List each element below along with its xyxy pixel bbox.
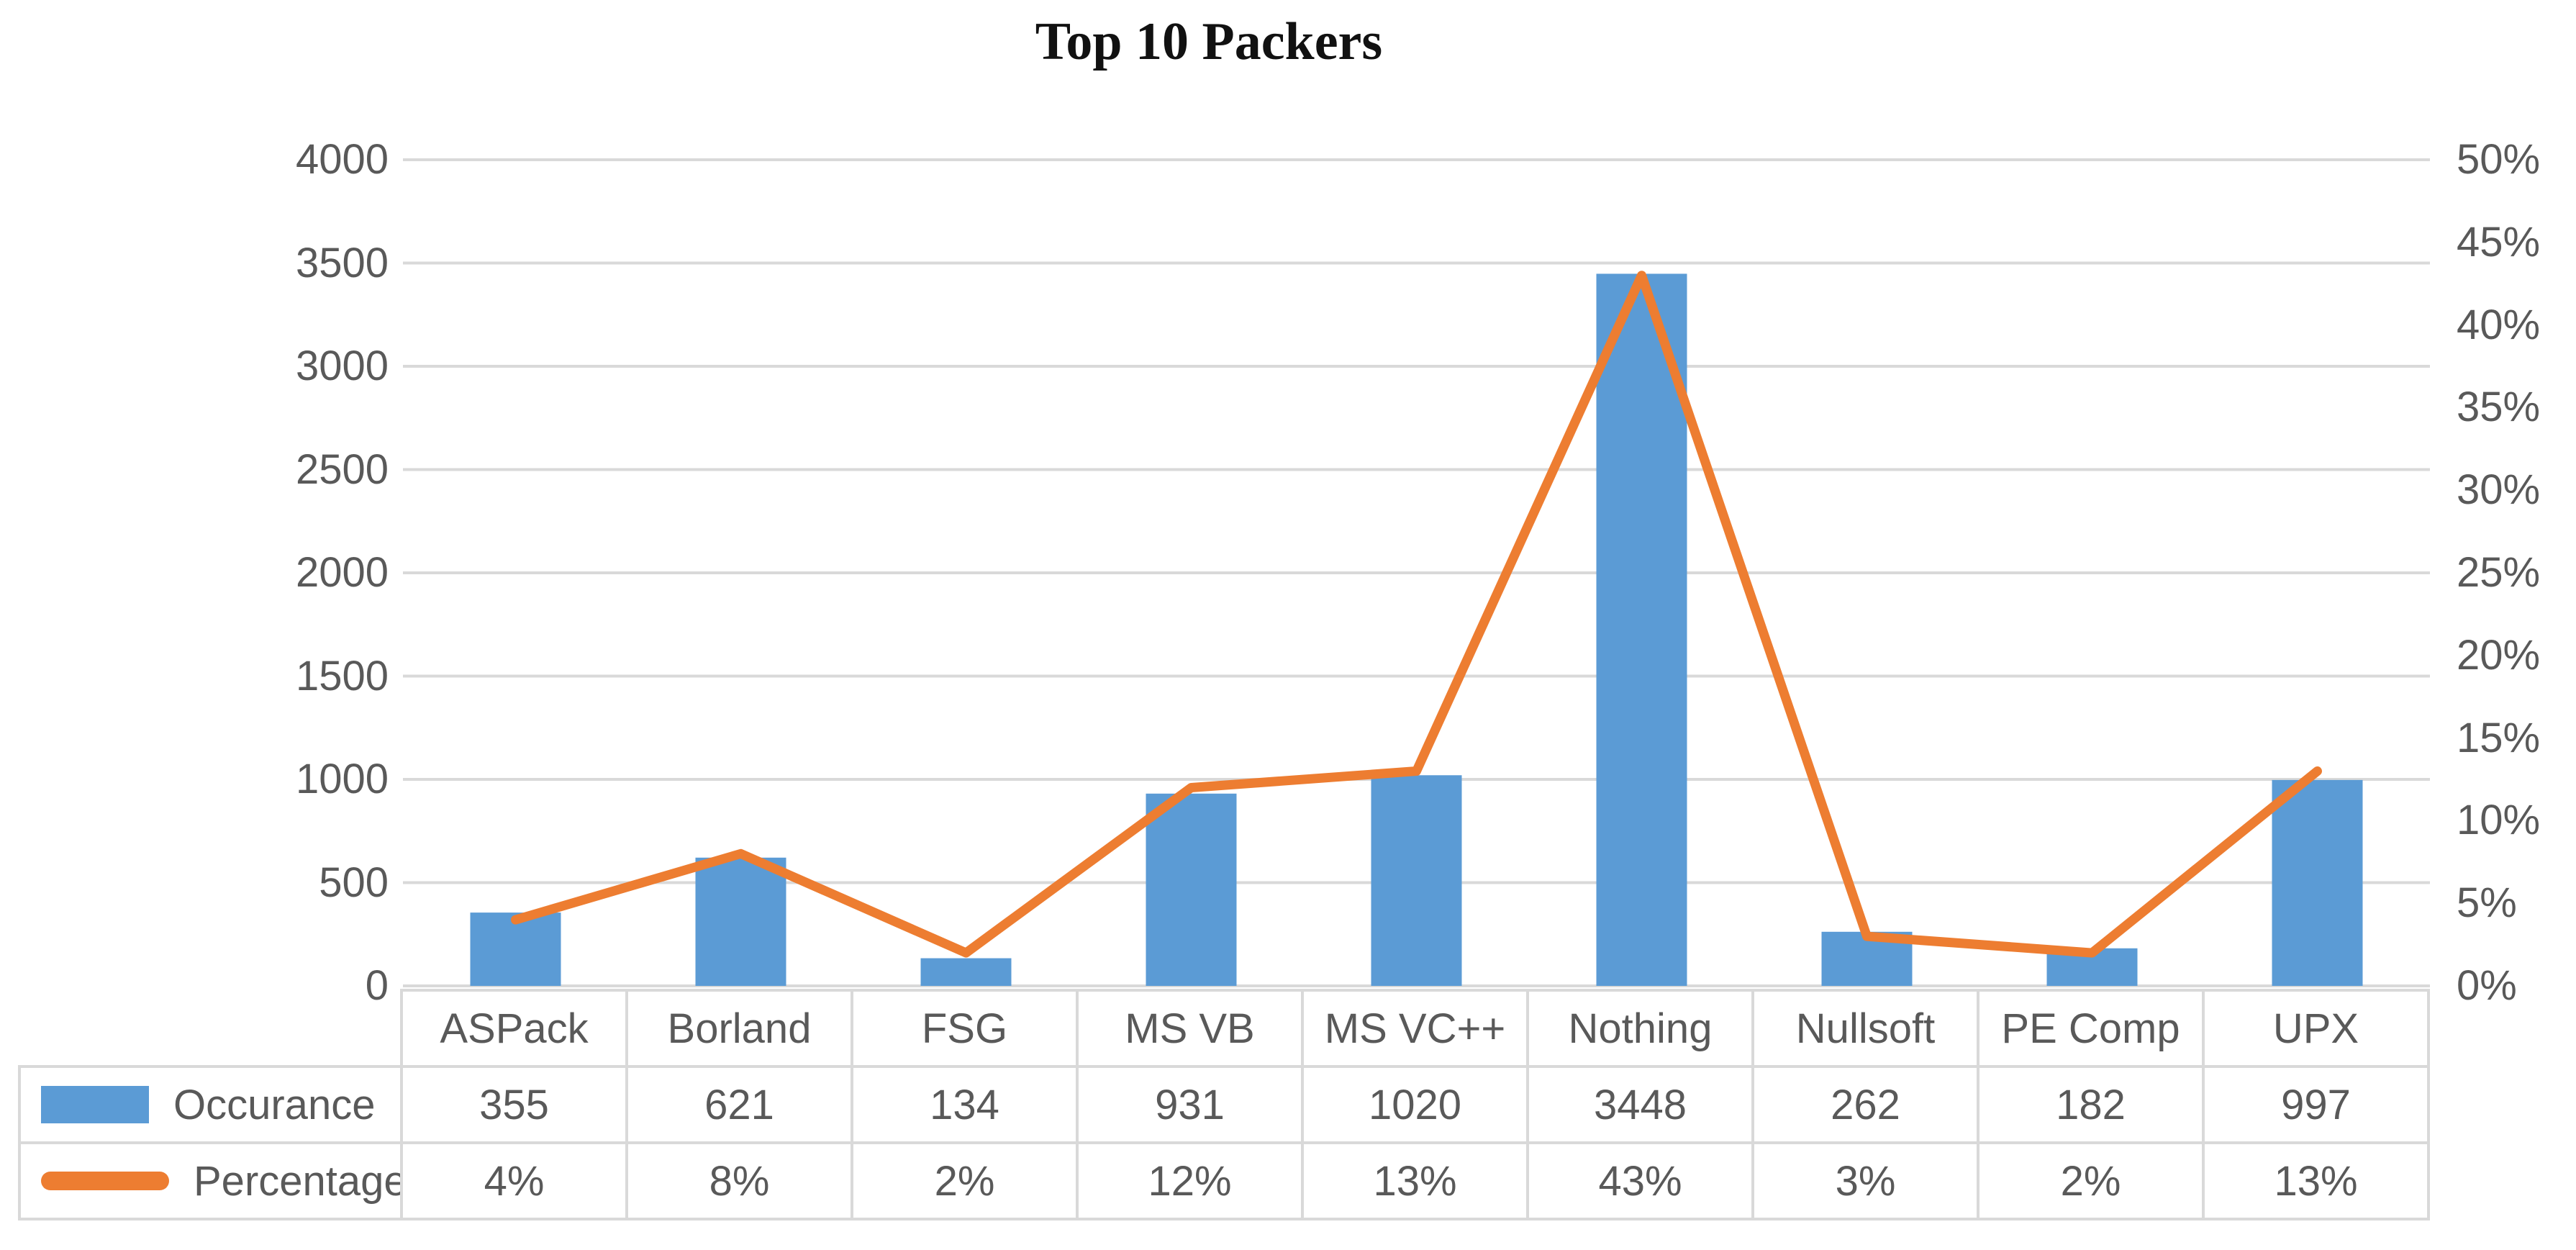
- legend-label-Occurance: Occurance: [173, 1081, 376, 1128]
- bar-MS VB: [1146, 793, 1237, 986]
- table-value-Percentage-Borland: 8%: [628, 1144, 853, 1220]
- Occurance-legend-key-swatch: [41, 1086, 149, 1123]
- table-header-Borland: Borland: [628, 989, 853, 1068]
- table-header-ASPack: ASPack: [403, 989, 628, 1068]
- bar-Nothing: [1596, 273, 1687, 986]
- bar-ASPack: [470, 912, 561, 986]
- table-value-Occurance-FSG: 134: [853, 1068, 1079, 1144]
- table-header-FSG: FSG: [853, 989, 1079, 1068]
- chart-title: Top 10 Packers: [1035, 12, 1383, 71]
- legend-label-Percentage: Percentage: [194, 1157, 403, 1205]
- table-value-Occurance-UPX: 997: [2205, 1068, 2430, 1144]
- table-header-Nullsoft: Nullsoft: [1754, 989, 1979, 1068]
- table-value-Occurance-PE Comp: 182: [1979, 1068, 2205, 1144]
- table-value-Percentage-UPX: 13%: [2205, 1144, 2430, 1220]
- table-value-Percentage-FSG: 2%: [853, 1144, 1079, 1220]
- bar-MS VC++: [1371, 775, 1462, 986]
- table-header-UPX: UPX: [2205, 989, 2430, 1068]
- bar-UPX: [2272, 779, 2363, 986]
- table-header-PE Comp: PE Comp: [1979, 989, 2205, 1068]
- table-header-MS VC++: MS VC++: [1304, 989, 1529, 1068]
- table-value-Percentage-MS VB: 12%: [1079, 1144, 1304, 1220]
- table-value-Percentage-PE Comp: 2%: [1979, 1144, 2205, 1220]
- table-value-Percentage-Nullsoft: 3%: [1754, 1144, 1979, 1220]
- table-value-Occurance-Nullsoft: 262: [1754, 1068, 1979, 1144]
- data-table: ASPack Borland FSG MS VB MS VC++ Nothing Nulls…: [18, 989, 2430, 1220]
- bar-FSG: [920, 958, 1012, 986]
- bar-Borland: [695, 857, 786, 986]
- table-value-Occurance-ASPack: 355: [403, 1068, 628, 1144]
- table-value-Percentage-ASPack: 4%: [403, 1144, 628, 1220]
- legend-cell-Percentage: Percentage: [18, 1144, 403, 1220]
- table-value-Occurance-Nothing: 3448: [1529, 1068, 1754, 1144]
- table-header-Nothing: Nothing: [1529, 989, 1754, 1068]
- table-value-Percentage-Nothing: 43%: [1529, 1144, 1754, 1220]
- table-header-MS VB: MS VB: [1079, 989, 1304, 1068]
- table-value-Percentage-MS VC++: 13%: [1304, 1144, 1529, 1220]
- Percentage-legend-key-line: [41, 1172, 169, 1190]
- table-value-Occurance-MS VB: 931: [1079, 1068, 1304, 1144]
- percentage-line: [511, 271, 2322, 958]
- table-corner-spacer: [18, 989, 403, 1068]
- legend-cell-Occurance: Occurance: [18, 1068, 403, 1144]
- table-value-Occurance-Borland: 621: [628, 1068, 853, 1144]
- table-value-Occurance-MS VC++: 1020: [1304, 1068, 1529, 1144]
